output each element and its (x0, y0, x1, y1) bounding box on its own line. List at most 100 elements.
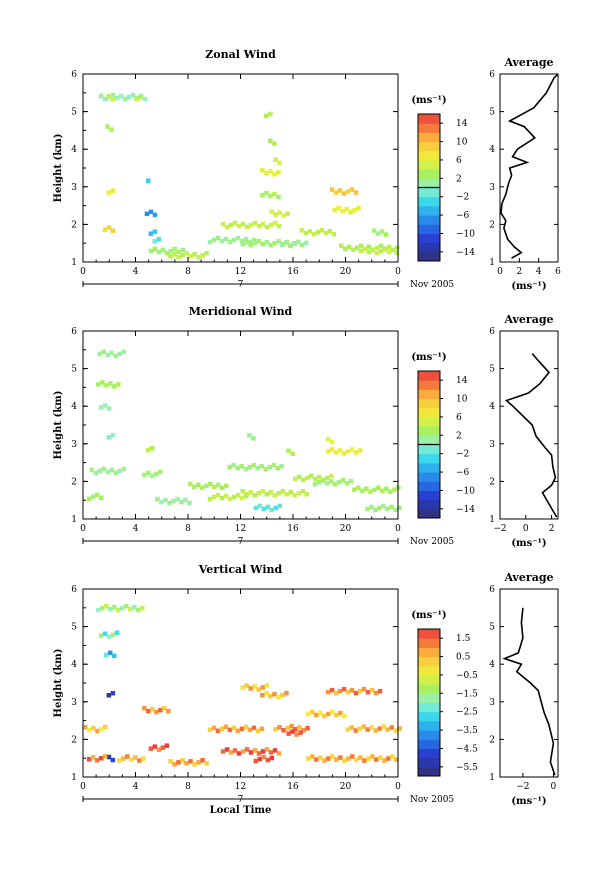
heatmap-cell (301, 477, 306, 483)
heatmap-cell (251, 237, 257, 243)
heatmap-cell (373, 728, 378, 733)
profile-y-tick-label: 6 (489, 327, 495, 337)
heatmap-cell (227, 496, 233, 502)
heatmap-cell (128, 606, 133, 612)
heatmap-cell (386, 249, 392, 255)
x-tick-label: 8 (185, 782, 191, 792)
heatmap-cell (378, 248, 384, 254)
chart-title: Meridional Wind (189, 305, 293, 318)
heatmap-cell (163, 497, 168, 503)
heatmap-cell (247, 727, 253, 733)
heatmap-cell (95, 728, 100, 734)
heatmap-cell (310, 709, 315, 715)
colorbar-segment (418, 159, 440, 170)
heatmap-cell (232, 748, 238, 753)
heatmap-cell (277, 725, 282, 730)
heatmap-cell (329, 439, 335, 445)
heatmap-cell (227, 727, 233, 733)
colorbar-tick-label: 6 (456, 413, 462, 423)
heatmap-cell (255, 465, 260, 471)
colorbar-segment (418, 398, 440, 409)
heatmap-cell (144, 211, 150, 217)
heatmap-cell (310, 754, 315, 759)
heatmap-cell (268, 169, 273, 174)
heatmap-cell (374, 245, 380, 250)
heatmap-cell (283, 240, 289, 246)
colorbar-tick-label: −2 (456, 450, 469, 460)
heatmap-cell (326, 756, 331, 761)
heatmap-cell (317, 474, 322, 480)
heatmap-cell (253, 758, 259, 764)
x-tick-label: 0 (80, 267, 86, 277)
colorbar-segment (418, 684, 440, 694)
heatmap-cell (260, 749, 266, 754)
profile-x-tick-label: 6 (555, 267, 561, 277)
heatmap-cell (345, 727, 350, 732)
heatmap-cell (142, 472, 147, 478)
heatmap-cell (365, 506, 370, 512)
heatmap-cell (393, 507, 398, 513)
profile-frame (499, 588, 559, 778)
heatmap-cell (167, 500, 172, 506)
heatmap-cell (207, 727, 213, 733)
heatmap-cell (105, 469, 111, 475)
heatmap-cell (116, 607, 121, 613)
heatmap-cell (114, 95, 120, 101)
heatmap-cell (264, 690, 269, 696)
heatmap-cell (275, 465, 280, 471)
x-tick-label: 0 (395, 524, 401, 534)
heatmap-cell (357, 688, 363, 694)
heatmap-cell (392, 487, 397, 492)
heatmap-cell (272, 691, 277, 697)
heatmap-cell (349, 187, 355, 192)
heatmap-cell (255, 728, 261, 734)
colorbar-segment (418, 499, 440, 510)
y-tick-label: 4 (71, 145, 77, 155)
heatmap-cell (301, 728, 306, 733)
heatmap-cell (264, 683, 269, 688)
y-tick-label: 1 (71, 773, 77, 783)
heatmap-cell (271, 462, 276, 468)
heatmap-cell (196, 482, 201, 488)
heatmap-cell (304, 492, 309, 497)
colorbar-segment (418, 647, 440, 658)
heatmap-cell (247, 464, 252, 470)
heatmap-cell (264, 747, 270, 752)
y-tick-label: 2 (71, 220, 77, 230)
heatmap-cell (106, 225, 112, 230)
heatmap-cell (146, 708, 151, 714)
y-tick-label: 4 (71, 402, 77, 412)
heatmap-cell (272, 141, 277, 146)
heatmap-cell (307, 229, 313, 234)
heatmap-cell (303, 231, 309, 236)
heatmap-cell (377, 726, 382, 731)
heatmap-cell (386, 244, 392, 249)
heatmap-cell (260, 692, 265, 698)
profile-title: Average (503, 56, 553, 69)
heatmap-cell (121, 349, 126, 355)
colorbar-segment (418, 435, 440, 445)
heatmap-cell (227, 464, 232, 470)
heatmap-cell (303, 240, 309, 246)
heatmap-cell (138, 94, 143, 100)
heatmap-cell (89, 467, 95, 473)
heatmap-cells (98, 92, 400, 260)
heatmap-cell (365, 727, 370, 732)
heatmap-cell (105, 124, 110, 129)
heatmap-cell (313, 476, 318, 482)
profile-y-tick-label: 4 (489, 402, 495, 412)
colorbar-segment (418, 720, 440, 731)
heatmap-cell (361, 686, 367, 692)
heatmap-cell (87, 727, 92, 733)
heatmap-cell (381, 724, 386, 729)
heatmap-cell (239, 238, 245, 244)
profile-y-tick-label: 1 (489, 515, 495, 525)
heatmap-cell (257, 756, 263, 762)
colorbar-tick-label: 2 (456, 431, 462, 441)
heatmap-cell (152, 212, 158, 218)
date-label: Nov 2005 (410, 537, 454, 547)
x-tick-label: 0 (80, 524, 86, 534)
heatmap-cell (215, 728, 221, 734)
